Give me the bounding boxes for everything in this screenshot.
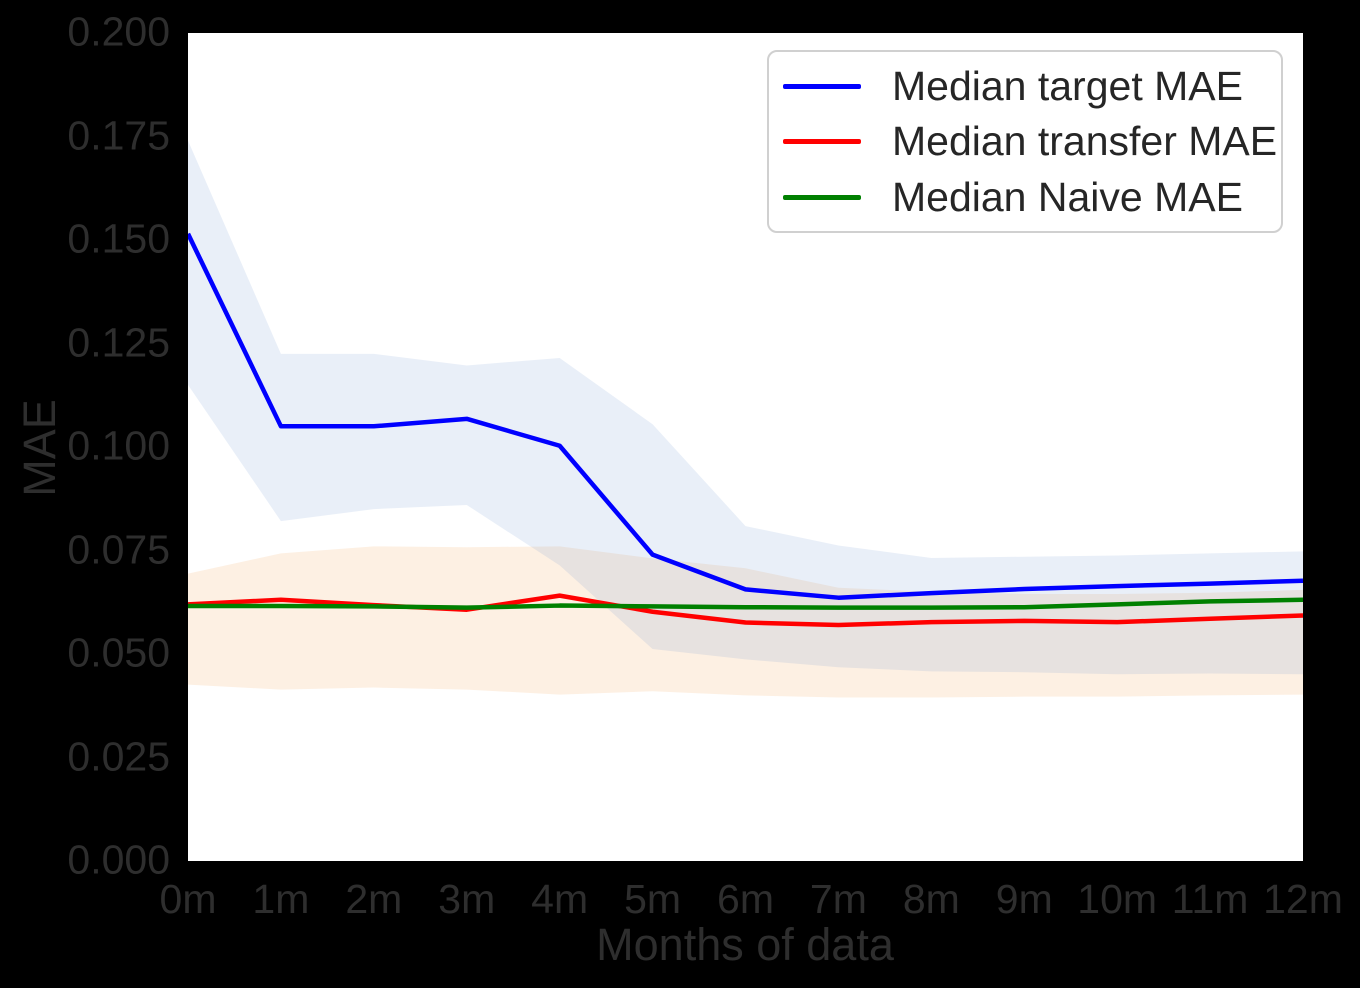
legend-line-sample-blue — [783, 83, 861, 89]
legend-label: Median transfer MAE — [892, 118, 1278, 164]
legend-item: Median transfer MAE — [769, 118, 1281, 165]
x-tick-label: 8m — [902, 876, 960, 922]
y-tick-label: 0.075 — [67, 526, 170, 573]
x-tick-label: 3m — [438, 876, 496, 922]
y-tick-label: 0.175 — [67, 112, 170, 159]
legend-item: Median target MAE — [769, 63, 1281, 110]
y-tick-label: 0.100 — [67, 422, 170, 469]
legend: Median target MAE Median transfer MAE Me… — [767, 50, 1283, 233]
x-tick-label: 11m — [1171, 876, 1249, 922]
x-tick-label: 1m — [252, 876, 310, 922]
y-tick-label: 0.000 — [67, 836, 170, 883]
y-tick-label: 0.125 — [67, 319, 170, 366]
x-tick-label: 10m — [1077, 876, 1158, 922]
x-tick-label: 5m — [624, 876, 682, 922]
y-tick-label: 0.050 — [67, 629, 170, 676]
legend-label: Median target MAE — [892, 62, 1243, 109]
legend-label: Median Naive MAE — [892, 173, 1243, 220]
legend-line-sample-green — [783, 194, 861, 200]
x-tick-label: 4m — [531, 876, 589, 922]
x-axis-label: Months of data — [596, 919, 894, 970]
x-tick-label: 0m — [159, 876, 217, 922]
x-tick-label: 9m — [995, 876, 1053, 922]
legend-line-sample-red — [783, 139, 861, 144]
y-axis-label: MAE — [14, 399, 65, 497]
x-tick-label: 12m — [1263, 876, 1343, 922]
x-tick-label: 2m — [345, 876, 403, 922]
series-line — [188, 232, 1303, 600]
x-tick-label: 7m — [809, 876, 867, 922]
x-tick-label: 6m — [717, 876, 774, 922]
y-tick-label: 0.150 — [67, 215, 170, 262]
series-line — [188, 597, 1303, 610]
y-tick-label: 0.200 — [67, 8, 170, 55]
y-tick-label: 0.025 — [67, 733, 170, 780]
legend-item: Median Naive MAE — [769, 174, 1281, 221]
